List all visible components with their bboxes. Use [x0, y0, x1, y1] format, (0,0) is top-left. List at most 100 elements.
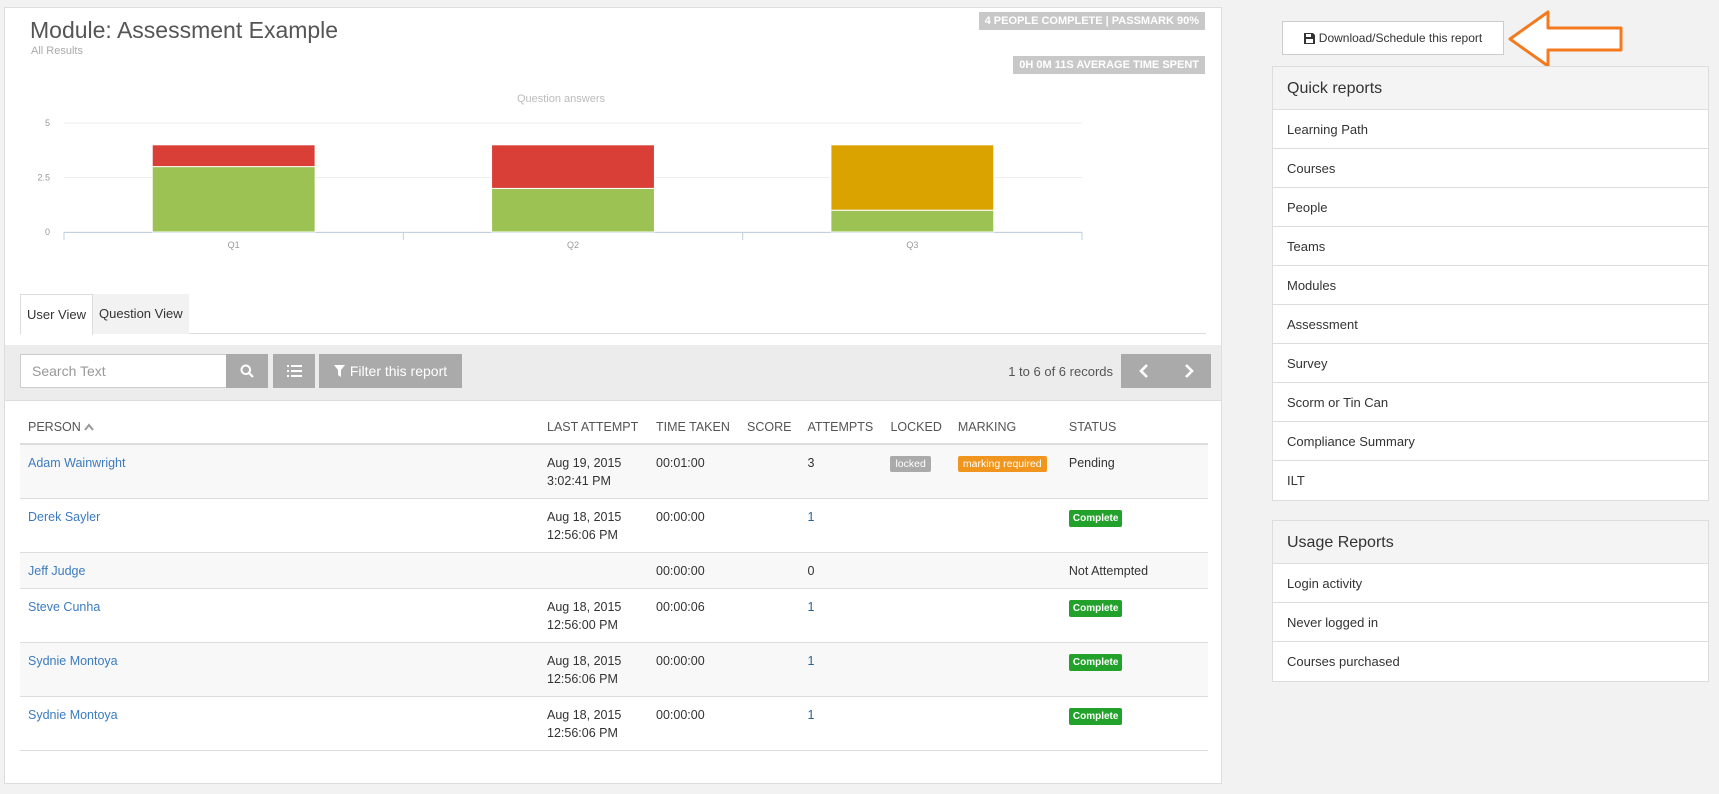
- search-icon: [240, 364, 254, 378]
- x-category-label: Q3: [906, 240, 918, 250]
- list-icon: [286, 365, 302, 377]
- quick-report-teams[interactable]: Teams: [1273, 227, 1708, 266]
- column-header-score[interactable]: SCORE: [739, 410, 800, 445]
- marking-required-badge[interactable]: marking required: [957, 456, 1047, 472]
- score: [739, 498, 800, 553]
- column-header-attempts[interactable]: ATTEMPTS: [799, 410, 883, 445]
- last-attempt-date: Aug 18, 2015: [547, 600, 622, 614]
- tab-question-view[interactable]: Question View: [93, 294, 189, 334]
- last-attempt-date: Aug 18, 2015: [547, 708, 622, 722]
- search-input[interactable]: [20, 354, 226, 388]
- time-taken: 00:00:00: [648, 696, 739, 751]
- marking: [949, 498, 1061, 553]
- download-schedule-report-button[interactable]: Download/Schedule this report: [1282, 21, 1504, 55]
- attempts: 0: [799, 552, 883, 589]
- person-link[interactable]: Derek Sayler: [28, 510, 101, 524]
- person-link[interactable]: Jeff Judge: [28, 564, 86, 578]
- chevron-right-icon: [1184, 364, 1194, 378]
- usage-report-never-logged-in[interactable]: Never logged in: [1273, 603, 1708, 642]
- usage-report-courses-purchased[interactable]: Courses purchased: [1287, 654, 1400, 669]
- marking: [949, 552, 1061, 589]
- table-row: Jeff Judge 00:00:00 0 Not Attempted: [20, 552, 1208, 589]
- score: [739, 696, 800, 751]
- last-attempt-date: Aug 18, 2015: [547, 510, 622, 524]
- previous-page-button[interactable]: [1121, 354, 1166, 388]
- table-row: Sydnie Montoya Aug 18, 2015 12:56:06 PM 0…: [20, 696, 1208, 751]
- chart-bar-segment[interactable]: [151, 144, 316, 168]
- quick-report-compliance-summary[interactable]: Compliance Summary: [1273, 422, 1708, 461]
- results-table: PERSON LAST ATTEMPT TIME TAKEN SCORE ATT…: [20, 410, 1208, 751]
- quick-reports-title: Quick reports: [1273, 67, 1708, 110]
- average-time-badge: 0H 0M 11S AVERAGE TIME SPENT: [1013, 56, 1205, 74]
- search-button[interactable]: [226, 354, 268, 388]
- attempts-link[interactable]: 1: [807, 600, 815, 614]
- filter-report-button[interactable]: Filter this report: [319, 354, 462, 388]
- y-tick-label: 5: [45, 118, 50, 128]
- column-header-marking[interactable]: MARKING: [949, 410, 1061, 445]
- time-taken: 00:00:06: [648, 588, 739, 643]
- column-header-time-taken[interactable]: TIME TAKEN: [648, 410, 739, 445]
- column-header-locked[interactable]: LOCKED: [882, 410, 950, 445]
- column-list-button[interactable]: [273, 354, 315, 388]
- score: [739, 444, 800, 499]
- last-attempt-time: 12:56:06 PM: [547, 726, 618, 740]
- status-text: Pending: [1060, 444, 1208, 499]
- chevron-left-icon: [1138, 364, 1148, 378]
- sort-asc-icon: [84, 422, 95, 431]
- page-title: Module: Assessment Example: [30, 17, 339, 43]
- person-link[interactable]: Adam Wainwright: [28, 456, 126, 470]
- chart-title: Question answers: [517, 93, 606, 105]
- column-header-person[interactable]: PERSON: [20, 410, 539, 445]
- chart-bar-segment[interactable]: [491, 187, 655, 233]
- quick-report-people[interactable]: People: [1273, 188, 1708, 227]
- locked: [882, 552, 950, 589]
- quick-report-scorm[interactable]: Scorm or Tin Can: [1273, 383, 1708, 422]
- marking: [949, 642, 1061, 697]
- usage-report-login-activity[interactable]: Login activity: [1273, 564, 1708, 603]
- table-row: Adam Wainwright Aug 19, 2015 3:02:41 PM 0…: [20, 444, 1208, 499]
- column-header-status[interactable]: STATUS: [1060, 410, 1208, 445]
- locked-badge: locked: [890, 456, 931, 472]
- quick-report-survey[interactable]: Survey: [1273, 344, 1708, 383]
- quick-report-learning-path[interactable]: Learning Path: [1273, 110, 1708, 149]
- table-row: Steve Cunha Aug 18, 2015 12:56:00 PM 00:0…: [20, 588, 1208, 643]
- next-page-button[interactable]: [1166, 354, 1211, 388]
- locked: [882, 498, 950, 553]
- x-category-label: Q1: [228, 240, 240, 250]
- person-link[interactable]: Sydnie Montoya: [28, 708, 118, 722]
- last-attempt-date: Aug 19, 2015: [547, 456, 622, 470]
- marking: [949, 588, 1061, 643]
- last-attempt-time: 12:56:06 PM: [547, 528, 618, 542]
- chart-bar-segment[interactable]: [491, 144, 655, 189]
- filter-label: Filter this report: [349, 363, 448, 379]
- person-link[interactable]: Steve Cunha: [28, 600, 101, 614]
- save-icon: [1303, 32, 1315, 44]
- attempts-link[interactable]: 1: [807, 708, 815, 722]
- quick-report-assessment[interactable]: Assessment: [1273, 305, 1708, 344]
- status-badge: Complete: [1068, 510, 1123, 527]
- quick-report-ilt[interactable]: ILT: [1287, 473, 1305, 488]
- quick-report-courses[interactable]: Courses: [1273, 149, 1708, 188]
- attempts-link[interactable]: 1: [807, 654, 815, 668]
- chart-bar-segment[interactable]: [830, 144, 995, 211]
- status-text: Not Attempted: [1060, 552, 1208, 589]
- chart-bar-segment[interactable]: [151, 166, 316, 233]
- attempts-link[interactable]: 1: [807, 510, 815, 524]
- last-attempt-date: Aug 18, 2015: [547, 654, 622, 668]
- score: [739, 642, 800, 697]
- quick-report-modules[interactable]: Modules: [1273, 266, 1708, 305]
- usage-reports-panel: Usage Reports Login activity Never logge…: [1272, 520, 1709, 682]
- last-attempt-time: 12:56:00 PM: [547, 618, 618, 632]
- page-subtitle: All Results: [31, 45, 83, 57]
- report-panel: Module: Assessment Example All Results 4…: [4, 7, 1222, 784]
- chart-bar-segment[interactable]: [830, 209, 995, 233]
- column-header-last-attempt[interactable]: LAST ATTEMPT: [539, 410, 648, 445]
- records-count: 1 to 6 of 6 records: [1008, 364, 1113, 379]
- x-category-label: Q2: [567, 240, 579, 250]
- marking: [949, 696, 1061, 751]
- download-label: Download/Schedule this report: [1318, 31, 1483, 45]
- tab-user-view[interactable]: User View: [20, 294, 94, 335]
- status-badge: Complete: [1068, 654, 1123, 671]
- person-link[interactable]: Sydnie Montoya: [28, 654, 118, 668]
- status-badge: Complete: [1068, 600, 1123, 617]
